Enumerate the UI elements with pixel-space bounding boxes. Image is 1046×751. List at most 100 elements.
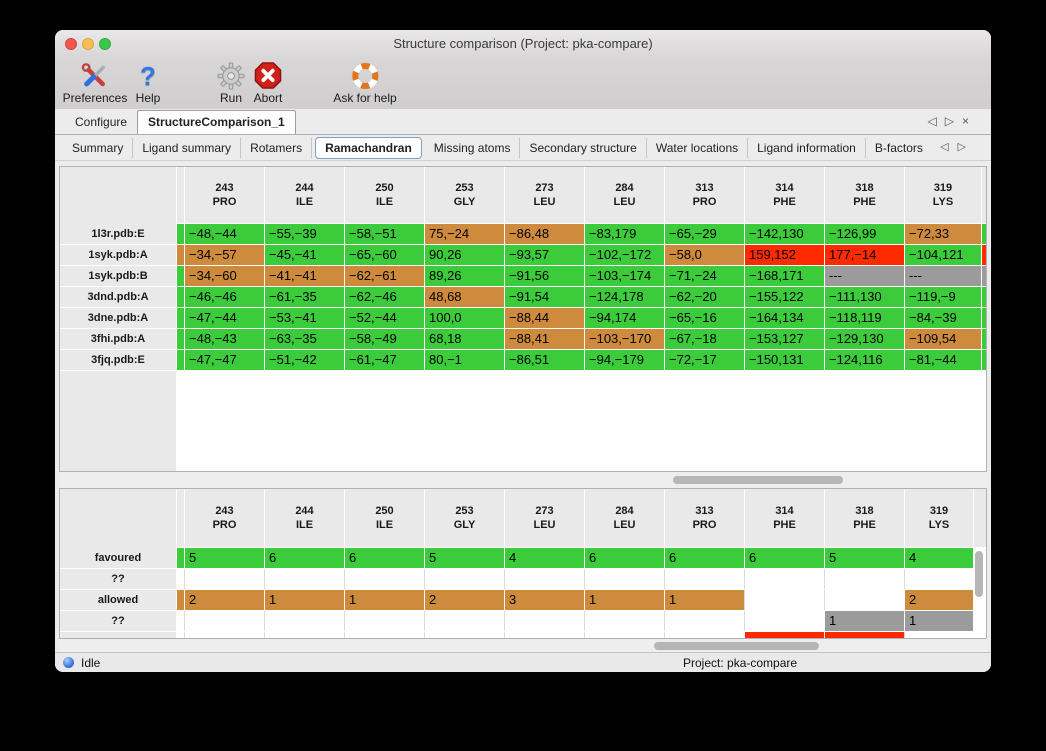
tab-ligand-information[interactable]: Ligand information — [748, 137, 866, 158]
table-cell — [265, 611, 344, 631]
table-cell: 1 — [825, 611, 904, 631]
table-cell — [585, 611, 664, 631]
table-cell: −104,121 — [905, 245, 981, 265]
ask-for-help-button[interactable]: Ask for help — [333, 60, 397, 105]
table-cell: 1 — [905, 611, 973, 631]
close-window-button[interactable] — [65, 38, 77, 50]
abort-button[interactable]: Abort — [254, 60, 283, 105]
hscrollbar-thumb[interactable] — [654, 642, 819, 650]
table-cell — [345, 611, 424, 631]
main-tab-structurecomparison_1[interactable]: StructureComparison_1 — [137, 110, 296, 134]
toolbar-item-label: Abort — [253, 91, 283, 105]
tab-scroll-arrow-icon[interactable]: ▷ — [944, 114, 962, 128]
partial-cell — [177, 569, 184, 589]
table-cell: −126,99 — [825, 224, 904, 244]
main-tab-bar: Configure StructureComparison_1 — [55, 109, 991, 135]
table-cell: −142,130 — [745, 224, 824, 244]
table-cell: −168,171 — [745, 266, 824, 286]
column-header: 314 PHE — [745, 489, 824, 547]
table-corner — [60, 167, 176, 223]
table-cell: 80,−1 — [425, 350, 504, 370]
tab-rotamers[interactable]: Rotamers — [241, 137, 313, 158]
table-cell — [745, 611, 824, 631]
column-header: 319 LYS — [905, 167, 981, 223]
tab-ligand-summary[interactable]: Ligand summary — [133, 137, 242, 158]
table-cell: 3 — [505, 590, 584, 610]
toolbar-item-label: Run — [219, 91, 242, 105]
tab-scroll-arrow-icon[interactable]: ◁ — [927, 114, 945, 128]
column-header: 250 ILE — [345, 167, 424, 223]
table-cell: −81,−44 — [905, 350, 981, 370]
table-cell: −65,−16 — [665, 308, 744, 328]
summary-table: 243 PRO 244 ILE 250 ILE 253 GLY 273 LEU 284 LEU 313 P… — [59, 488, 987, 639]
table-cell: 2 — [905, 590, 973, 610]
summary-table-grid: 243 PRO 244 ILE 250 ILE 253 GLY 273 LEU 284 LEU 313 P… — [60, 489, 986, 638]
table-cell: 5 — [425, 548, 504, 568]
table-cell: 6 — [665, 548, 744, 568]
tab-summary[interactable]: Summary — [63, 137, 134, 158]
zoom-window-button[interactable] — [99, 38, 111, 50]
table-cell: −53,−41 — [265, 308, 344, 328]
partial-cell — [177, 590, 184, 610]
table-cell — [825, 632, 904, 638]
tab-ramachandran[interactable]: Ramachandran — [315, 136, 422, 159]
table-cell — [505, 632, 584, 638]
partial-cell — [982, 308, 986, 328]
table-cell: −86,51 — [505, 350, 584, 370]
help-button[interactable]: ? Help — [135, 60, 161, 106]
tab-close-icon[interactable]: × — [961, 114, 977, 128]
row-label: 3dne.pdb:A — [60, 308, 176, 328]
row-label: 3fhi.pdb:A — [60, 329, 176, 349]
table-cell: −124,178 — [585, 287, 664, 307]
preferences-button[interactable]: Preferences — [63, 60, 128, 105]
table-cell — [905, 569, 973, 589]
table-cell: −94,174 — [585, 308, 664, 328]
hscrollbar-thumb[interactable] — [673, 476, 843, 484]
table-cell: −62,−61 — [345, 266, 424, 286]
table-cell — [425, 632, 504, 638]
table-cell: 5 — [185, 548, 264, 568]
summary-table-hscrollbar[interactable] — [59, 640, 987, 653]
table-cell: 6 — [745, 548, 824, 568]
table-cell: −155,122 — [745, 287, 824, 307]
table-cell — [265, 632, 344, 638]
table-cell — [185, 569, 264, 589]
partial-cell — [177, 632, 184, 638]
tab-water-locations[interactable]: Water locations — [647, 137, 749, 158]
partial-cell — [177, 329, 184, 349]
main-tab-configure[interactable]: Configure — [75, 115, 128, 129]
column-header: 253 GLY — [425, 167, 504, 223]
partial-cell — [982, 245, 986, 265]
table-cell — [185, 611, 264, 631]
table-cell: −102,−172 — [585, 245, 664, 265]
tab-scroll-arrow-icon[interactable]: ◁ — [940, 141, 958, 153]
tab-missing-atoms[interactable]: Missing atoms — [425, 137, 521, 158]
tab-b-factors[interactable]: B-factors — [874, 140, 923, 155]
table-cell — [265, 569, 344, 589]
table-cell: −52,−44 — [345, 308, 424, 328]
toolbar-item-label: Help — [135, 91, 161, 105]
table-cell: −55,−39 — [265, 224, 344, 244]
run-button[interactable]: Run — [216, 60, 246, 105]
minimize-window-button[interactable] — [82, 38, 94, 50]
column-header: 319 LYS — [905, 489, 973, 547]
partial-cell — [177, 350, 184, 370]
scrollbar-gutter-header — [974, 489, 986, 547]
table-cell: 89,26 — [425, 266, 504, 286]
table-cell: 4 — [905, 548, 973, 568]
tab-secondary-structure[interactable]: Secondary structure — [520, 137, 647, 158]
table-cell: 48,68 — [425, 287, 504, 307]
table-cell: −34,−60 — [185, 266, 264, 286]
project-label: Project: pka-compare — [683, 656, 798, 670]
table-cell — [585, 569, 664, 589]
tab-scroll-arrow-icon[interactable]: ▷ — [957, 141, 975, 153]
table-cell: −84,−39 — [905, 308, 981, 328]
structure-table-hscrollbar[interactable] — [59, 473, 987, 487]
sub-tab-nav: ◁▷ — [940, 140, 975, 153]
vscrollbar-thumb[interactable] — [975, 551, 983, 597]
toolbar: Preferences ? Help — [55, 58, 991, 110]
tools-icon — [63, 60, 128, 91]
table-cell: 100,0 — [425, 308, 504, 328]
table-cell — [825, 569, 904, 589]
table-cell: 68,18 — [425, 329, 504, 349]
